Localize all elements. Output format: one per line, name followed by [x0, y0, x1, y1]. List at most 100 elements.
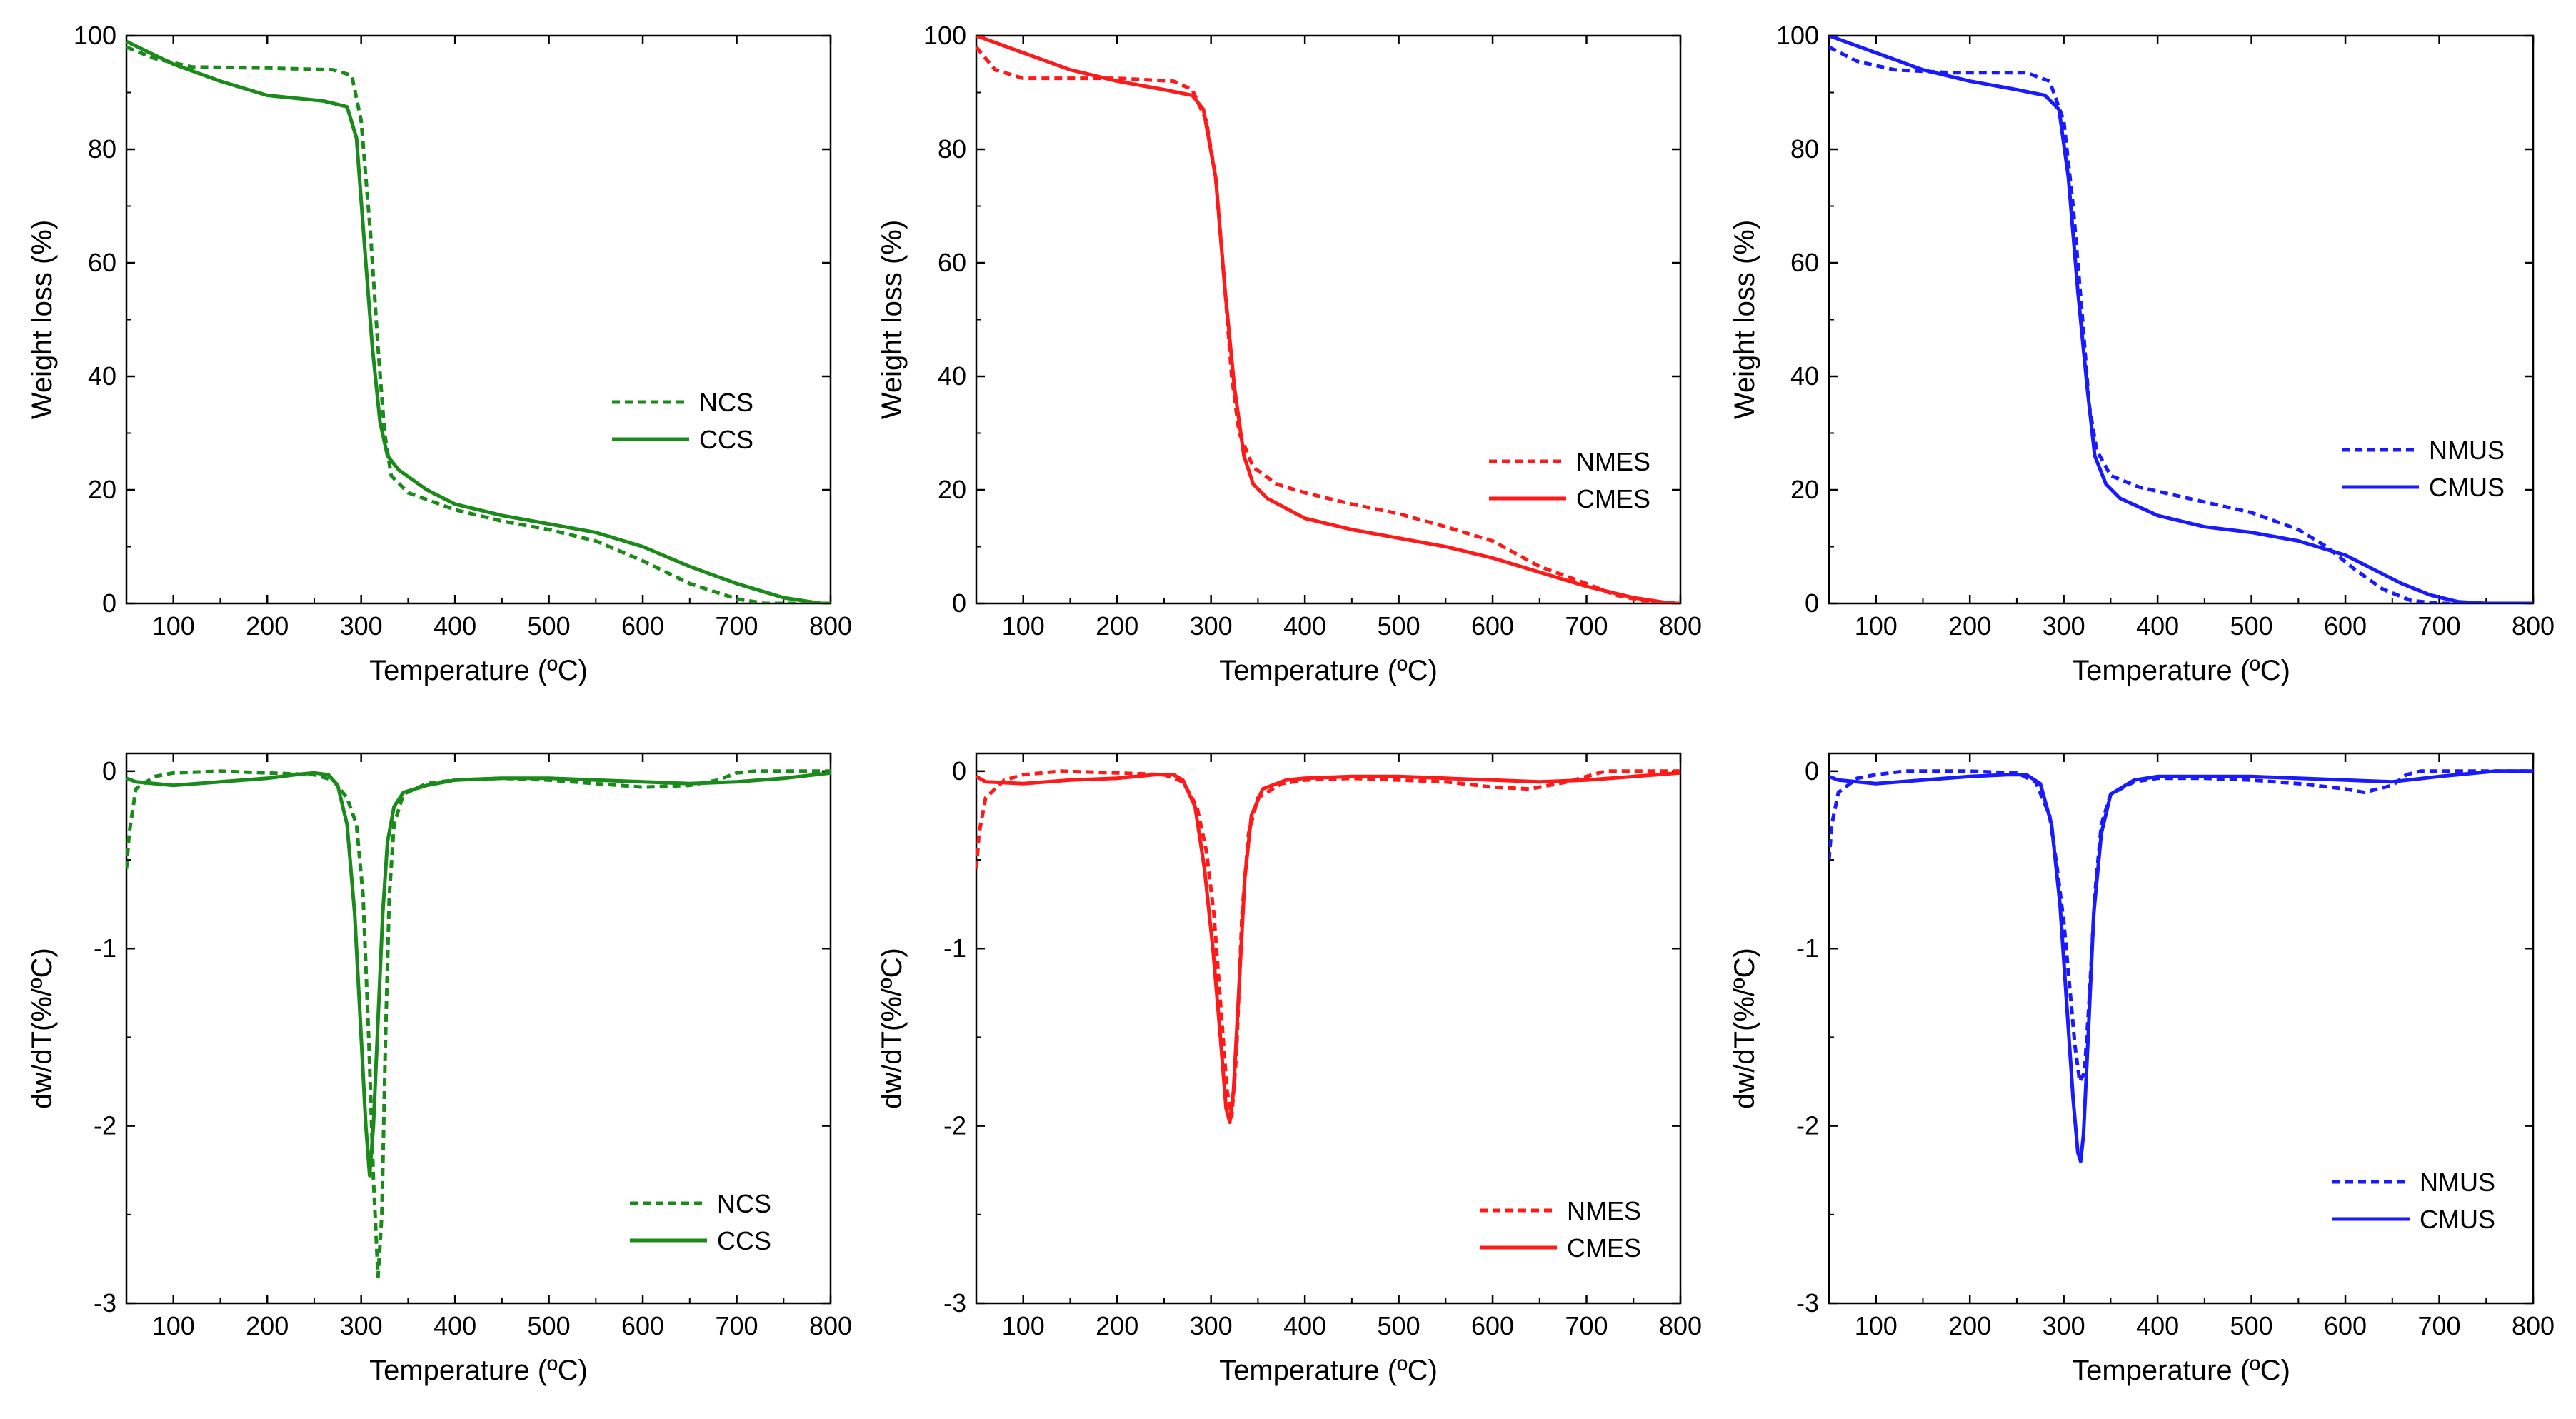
x-tick-label: 300 — [2043, 1311, 2085, 1340]
y-tick-label: 0 — [952, 588, 966, 618]
x-axis-title: Temperature (ºC) — [1219, 1355, 1438, 1386]
legend-label-ncs: NCS — [717, 1189, 771, 1218]
x-axis-title: Temperature (ºC) — [369, 1355, 588, 1386]
plot-frame — [125, 752, 832, 1305]
x-tick-label: 600 — [1471, 611, 1514, 641]
y-tick-label: 20 — [1790, 475, 1819, 504]
plot-frame — [975, 34, 1682, 605]
x-tick-label: 400 — [433, 1311, 476, 1340]
x-tick-label: 800 — [2512, 1311, 2555, 1340]
x-tick-label: 500 — [2230, 611, 2273, 641]
x-tick-label: 400 — [1283, 1311, 1326, 1340]
series-line-nmes — [976, 46, 1680, 603]
series-line-nmus — [1829, 45, 2533, 603]
plot-frame — [975, 752, 1682, 1305]
y-tick-label: 20 — [938, 475, 966, 504]
y-axis-title: dw/dT(%/ºC) — [876, 948, 908, 1109]
x-tick-label: 500 — [1378, 611, 1420, 641]
x-tick-label: 200 — [246, 611, 289, 641]
y-tick-label: 40 — [1790, 361, 1819, 391]
legend-label-cmes: CMES — [1567, 1233, 1641, 1263]
y-tick-label: -1 — [1796, 933, 1819, 963]
plot-frame — [1828, 34, 2535, 605]
x-tick-label: 100 — [1855, 611, 1898, 641]
x-tick-label: 300 — [340, 1311, 383, 1340]
x-tick-label: 400 — [2136, 1311, 2179, 1340]
x-tick-label: 500 — [1378, 1311, 1420, 1340]
x-tick-label: 600 — [1471, 1311, 1514, 1340]
x-tick-label: 500 — [528, 1311, 571, 1340]
x-tick-label: 100 — [152, 1311, 195, 1340]
series-line-cmus — [1829, 36, 2533, 603]
x-tick-label: 800 — [1659, 611, 1702, 641]
series-line-ncs — [126, 45, 831, 603]
x-tick-label: 600 — [621, 1311, 664, 1340]
x-tick-label: 200 — [1096, 1311, 1138, 1340]
x-axis-title: Temperature (ºC) — [2072, 655, 2290, 686]
chart-tga-red: 100 200 300 400 500 600 700 800 0 20 40 60 80 100 Temp… — [876, 21, 1702, 686]
y-axis-title: dw/dT(%/ºC) — [26, 948, 58, 1109]
series-line-nmes — [976, 769, 1680, 1119]
y-tick-label: -2 — [943, 1111, 966, 1140]
x-tick-label: 200 — [246, 1311, 289, 1340]
x-tick-label: 200 — [1096, 611, 1138, 641]
y-tick-label: 80 — [1790, 134, 1819, 164]
chart-tga-blue: 100 200 300 400 500 600 700 800 0 20 40 60 80 100 Temp… — [1729, 21, 2555, 686]
chart-dtg-blue: 100 200 300 400 500 600 700 800 0 -1 -2 -3 Temperatu… — [1729, 752, 2555, 1386]
legend-label-ncs: NCS — [699, 388, 753, 417]
x-tick-label: 700 — [715, 1311, 758, 1340]
y-tick-label: 60 — [1790, 248, 1819, 277]
x-axis-title: Temperature (ºC) — [1219, 655, 1438, 686]
y-tick-label: 60 — [88, 248, 116, 277]
plot-frame — [1828, 752, 2535, 1305]
chart-dtg-green: 100 200 300 400 500 600 700 800 0 -1 -2 -3 Temperatu… — [26, 752, 852, 1386]
y-axis-title: Weight loss (%) — [26, 220, 58, 419]
legend-label-cmus: CMUS — [2420, 1205, 2495, 1234]
legend-label-nmes: NMES — [1576, 447, 1650, 476]
series-line-nmus — [1829, 769, 2533, 1083]
x-tick-label: 800 — [1659, 1311, 1702, 1340]
x-tick-label: 100 — [1002, 1311, 1045, 1340]
y-tick-label: -2 — [1796, 1111, 1819, 1140]
chart-dtg-red: 100 200 300 400 500 600 700 800 0 -1 -2 -3 Temperatu… — [876, 752, 1702, 1386]
x-tick-label: 200 — [1948, 611, 1991, 641]
legend-label-nmes: NMES — [1567, 1196, 1641, 1225]
y-tick-label: -1 — [943, 933, 966, 963]
y-tick-label: 0 — [102, 756, 116, 786]
y-tick-label: 100 — [923, 21, 966, 50]
y-tick-label: -3 — [1796, 1288, 1819, 1318]
series-line-ccs — [126, 771, 831, 1178]
x-tick-label: 600 — [621, 611, 664, 641]
x-tick-label: 100 — [1855, 1311, 1898, 1340]
plot-frame — [125, 34, 832, 605]
y-tick-label: 0 — [102, 588, 116, 618]
chart-tga-green: 100 200 300 400 500 600 700 800 0 20 40 60 80 100 Temp… — [26, 21, 852, 686]
y-axis-title: dw/dT(%/ºC) — [1729, 948, 1760, 1109]
y-tick-label: -1 — [94, 933, 116, 963]
x-tick-label: 400 — [2136, 611, 2179, 641]
x-tick-label: 500 — [528, 611, 571, 641]
y-axis-title: Weight loss (%) — [1729, 220, 1760, 419]
series-line-ncs — [126, 769, 831, 1279]
x-tick-label: 100 — [1002, 611, 1045, 641]
y-axis-title: Weight loss (%) — [876, 220, 908, 419]
legend-label-ccs: CCS — [717, 1226, 771, 1255]
x-tick-label: 200 — [1948, 1311, 1991, 1340]
x-tick-label: 300 — [1190, 611, 1233, 641]
x-tick-label: 500 — [2230, 1311, 2273, 1340]
x-tick-label: 400 — [433, 611, 476, 641]
legend-label-nmus: NMUS — [2420, 1168, 2495, 1197]
legend-label-nmus: NMUS — [2429, 436, 2505, 465]
y-tick-label: 40 — [938, 361, 966, 391]
x-tick-label: 800 — [2512, 611, 2555, 641]
y-tick-label: 80 — [938, 134, 966, 164]
x-tick-label: 600 — [2324, 611, 2367, 641]
x-axis-title: Temperature (ºC) — [2072, 1355, 2290, 1386]
y-tick-label: 20 — [88, 475, 116, 504]
y-tick-label: 0 — [952, 756, 966, 786]
y-tick-label: 0 — [1805, 756, 1819, 786]
x-tick-label: 300 — [340, 611, 383, 641]
y-tick-label: 60 — [938, 248, 966, 277]
x-tick-label: 700 — [715, 611, 758, 641]
x-tick-label: 700 — [1565, 1311, 1608, 1340]
